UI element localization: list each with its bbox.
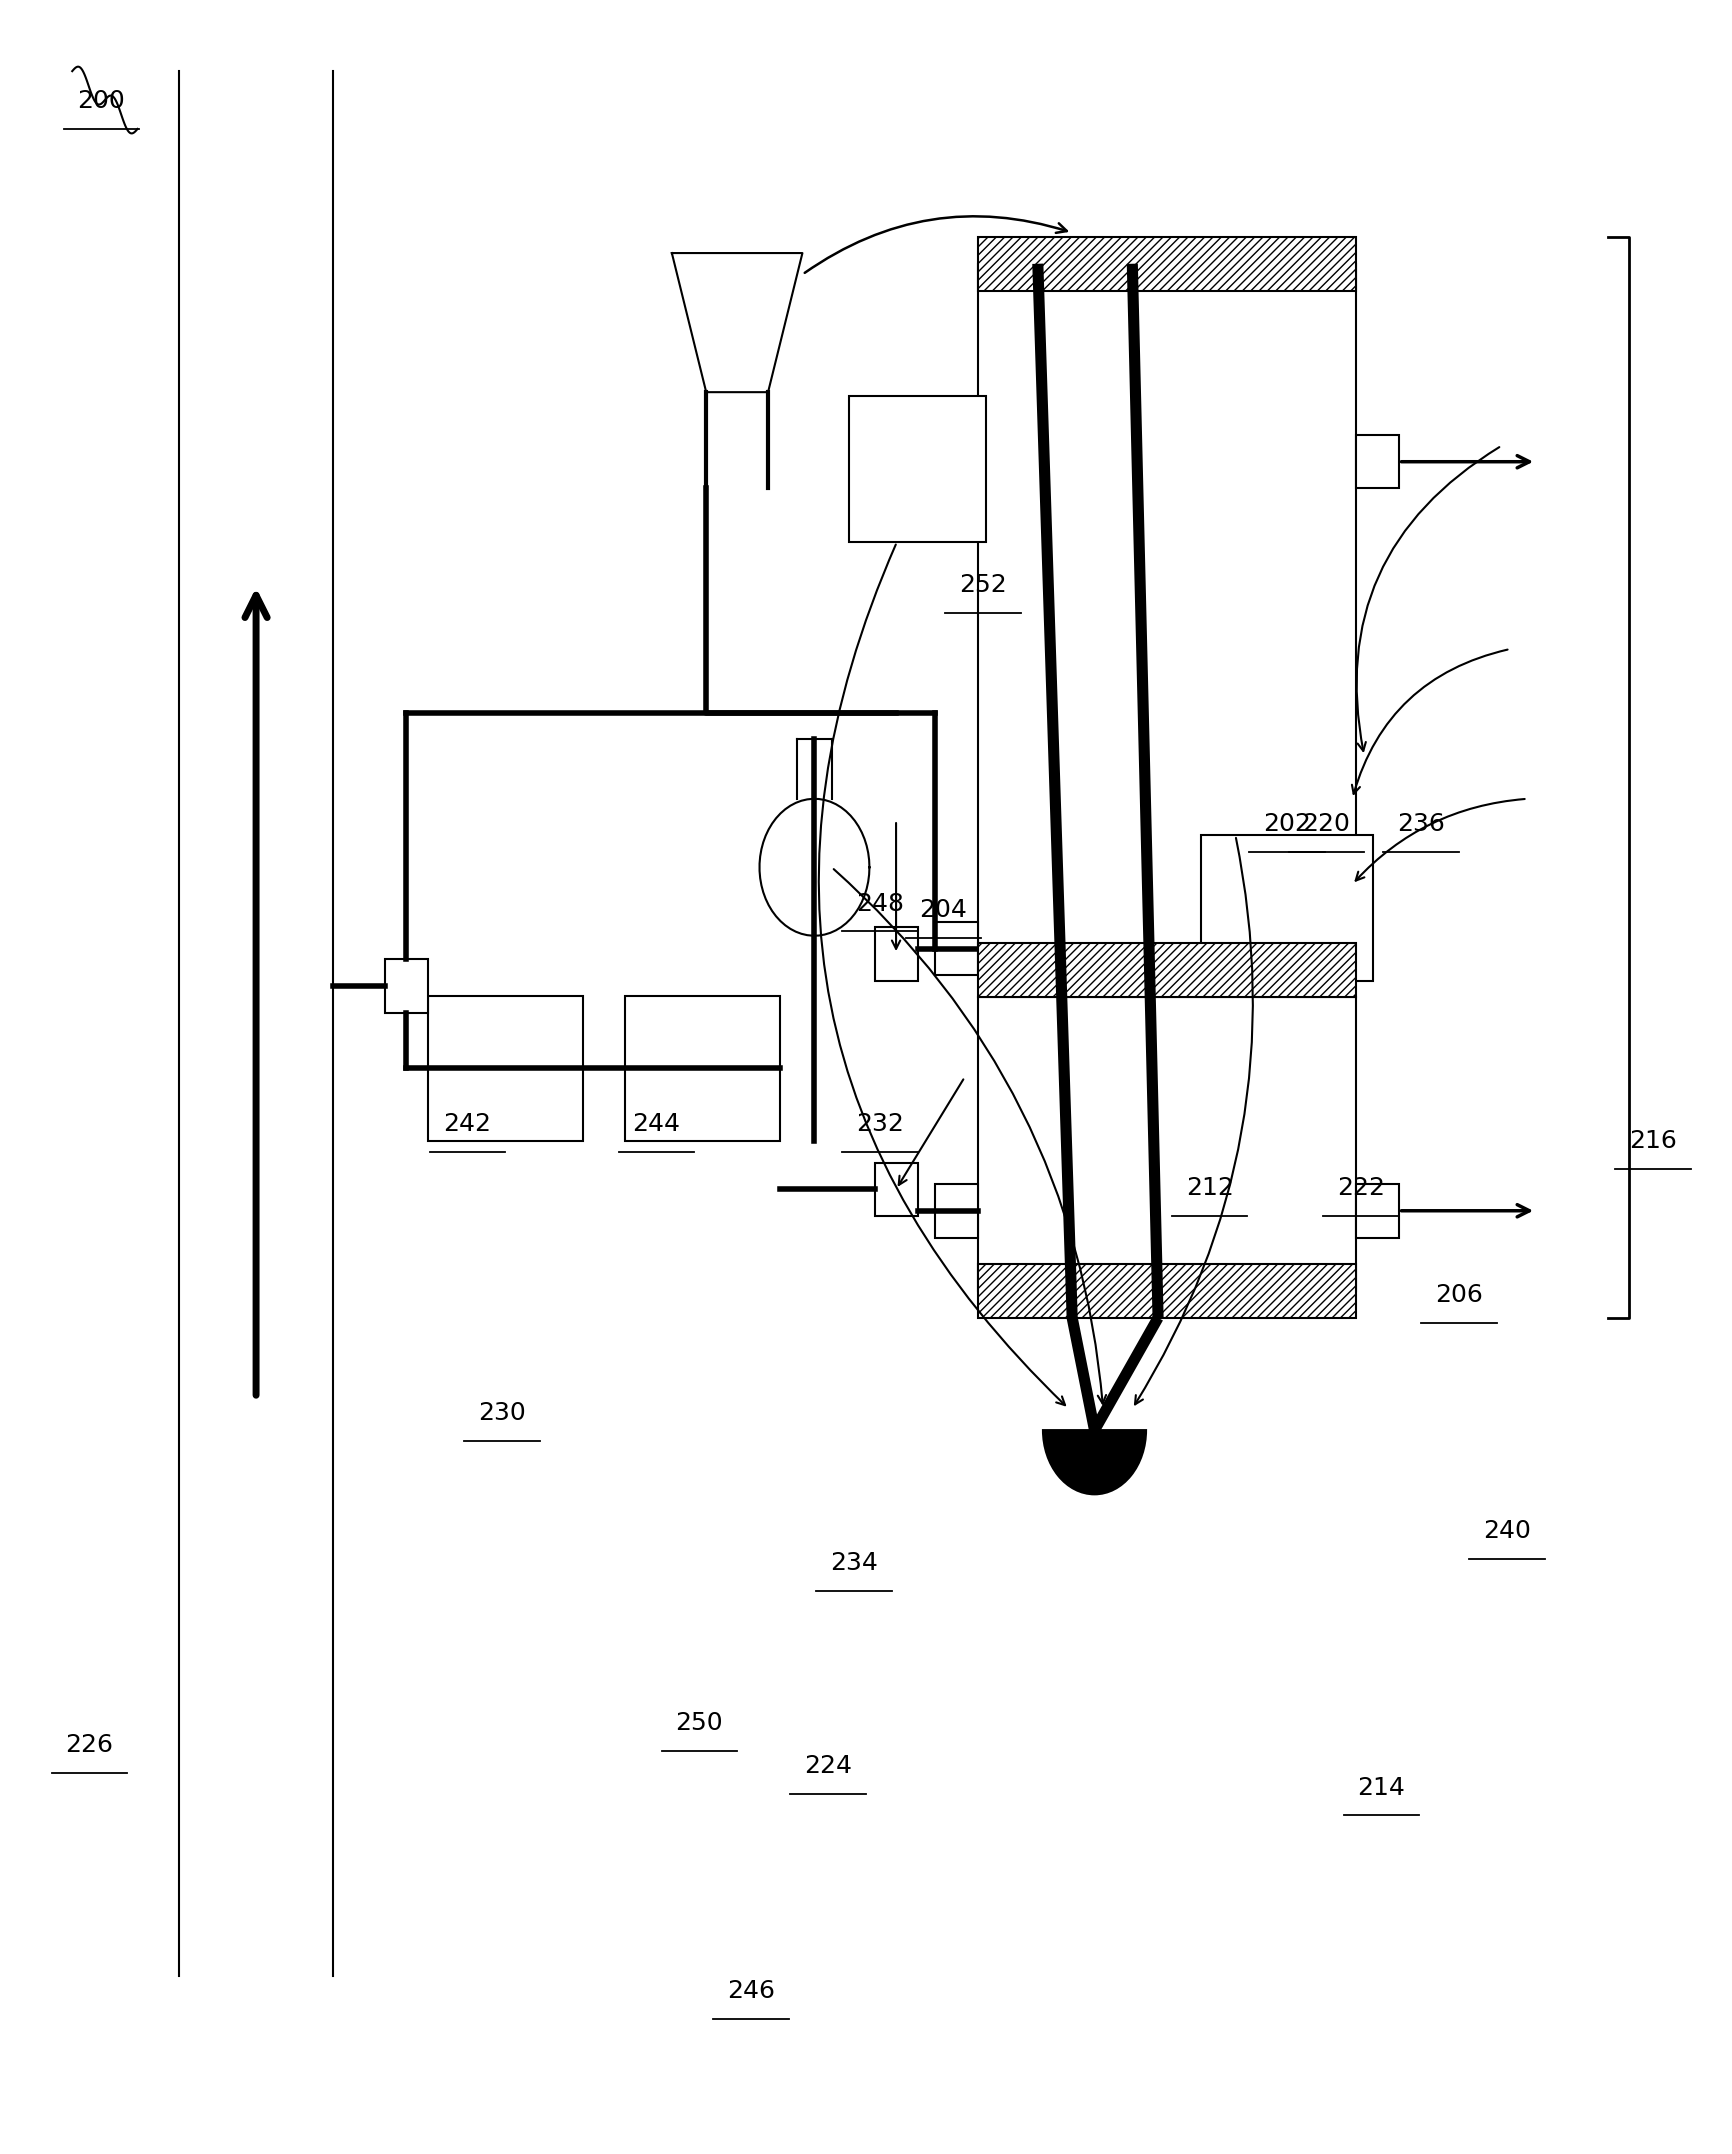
Text: 220: 220 (1302, 812, 1351, 836)
Text: 250: 250 (675, 1710, 724, 1736)
FancyBboxPatch shape (875, 926, 918, 980)
Text: 200: 200 (78, 88, 125, 114)
Text: 214: 214 (1358, 1775, 1405, 1799)
FancyBboxPatch shape (1200, 836, 1373, 980)
FancyBboxPatch shape (935, 922, 977, 976)
Text: 240: 240 (1483, 1519, 1531, 1542)
Wedge shape (1043, 1430, 1147, 1495)
Text: 202: 202 (1263, 812, 1311, 836)
Text: 236: 236 (1398, 812, 1444, 836)
FancyBboxPatch shape (625, 995, 779, 1142)
Text: 212: 212 (1186, 1176, 1233, 1200)
FancyBboxPatch shape (935, 1185, 977, 1239)
FancyBboxPatch shape (875, 1163, 918, 1217)
FancyBboxPatch shape (385, 959, 428, 1012)
FancyBboxPatch shape (849, 396, 986, 543)
FancyBboxPatch shape (1356, 435, 1399, 489)
FancyBboxPatch shape (977, 1264, 1356, 1318)
Text: 242: 242 (443, 1111, 492, 1135)
Text: 222: 222 (1337, 1176, 1386, 1200)
FancyBboxPatch shape (977, 997, 1356, 1290)
Text: 224: 224 (804, 1753, 852, 1777)
Text: 244: 244 (632, 1111, 681, 1135)
Text: 206: 206 (1434, 1284, 1483, 1307)
FancyBboxPatch shape (977, 263, 1356, 969)
FancyBboxPatch shape (977, 943, 1356, 997)
FancyBboxPatch shape (428, 995, 582, 1142)
Text: 216: 216 (1630, 1129, 1677, 1152)
Text: 246: 246 (727, 1980, 774, 2003)
Text: 232: 232 (856, 1111, 904, 1135)
Text: 248: 248 (856, 892, 904, 915)
Text: 204: 204 (920, 898, 966, 922)
Text: 230: 230 (478, 1400, 525, 1426)
Text: 226: 226 (66, 1732, 113, 1758)
FancyBboxPatch shape (977, 237, 1356, 291)
Text: 234: 234 (830, 1551, 878, 1575)
FancyBboxPatch shape (1356, 1185, 1399, 1239)
Text: 252: 252 (960, 573, 1006, 597)
